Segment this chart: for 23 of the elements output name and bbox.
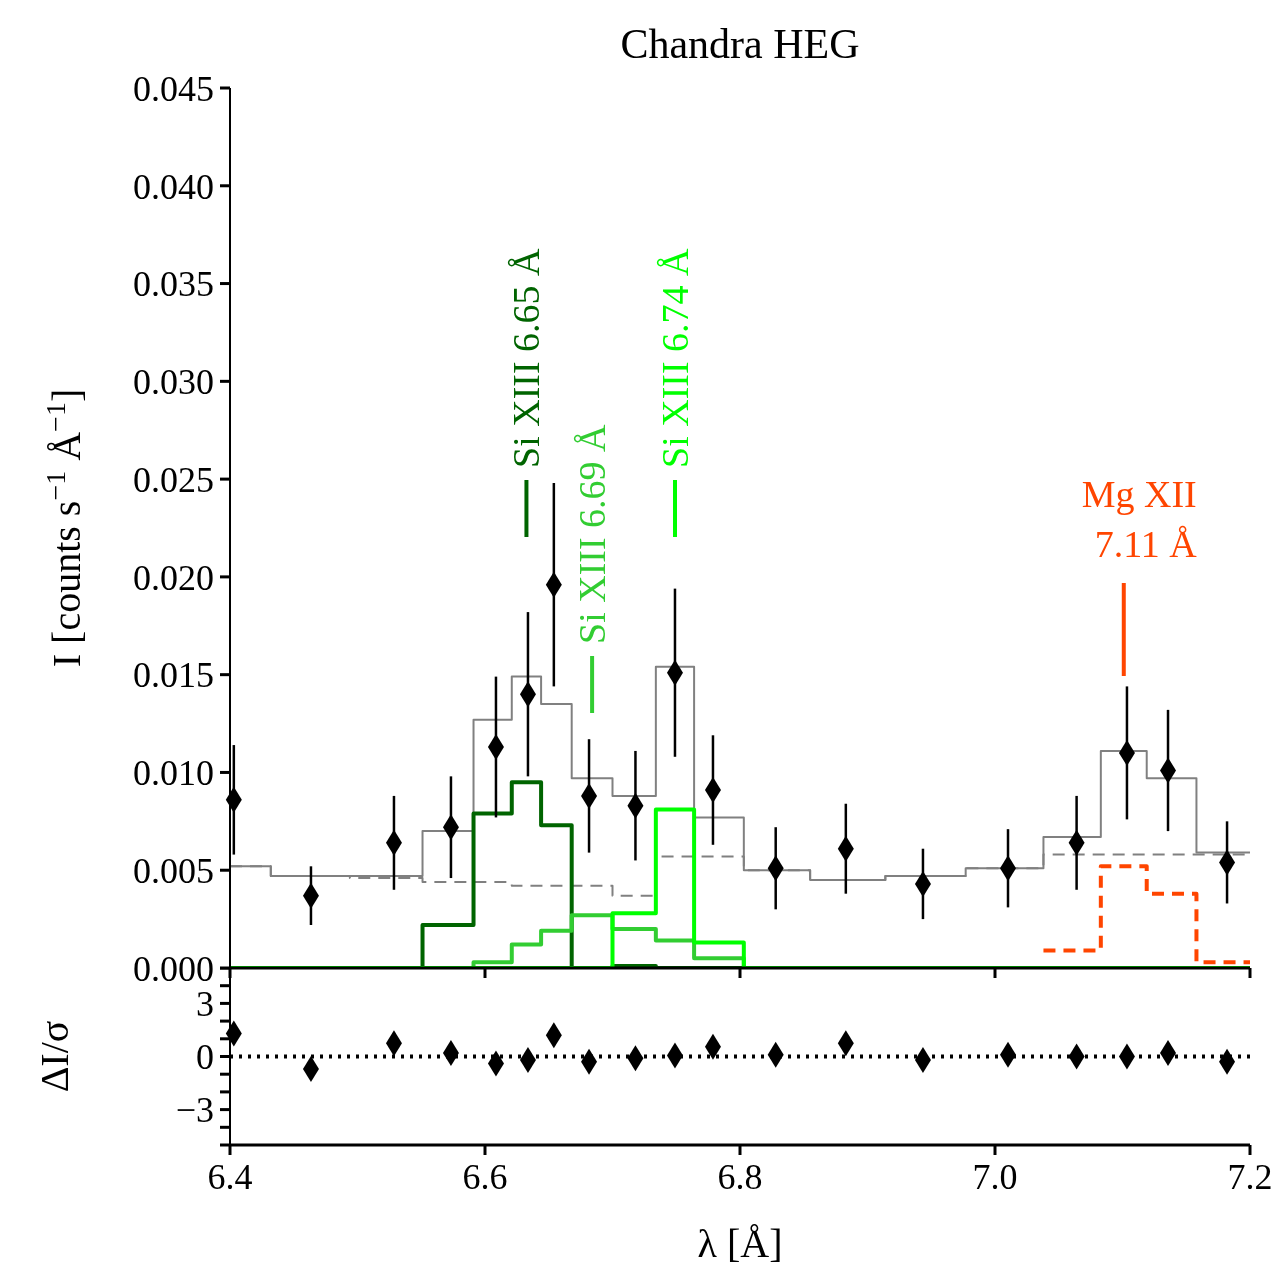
y-tick-label: 0.025: [133, 459, 214, 500]
x-tick-label: 7.0: [972, 1156, 1018, 1197]
x-tick-label: 7.2: [1227, 1156, 1273, 1197]
y-tick-label: 0.015: [133, 655, 214, 696]
y-tick-label: 0.005: [133, 851, 214, 891]
y-tick-label: 0.020: [133, 557, 214, 598]
y-tick-label: −3: [175, 1090, 214, 1131]
annotation: Si XIII 6.69 Å: [571, 423, 614, 644]
x-tick-label: 6.6: [462, 1156, 508, 1197]
y-tick-label: 0: [196, 1037, 214, 1078]
x-tick-label: 6.4: [207, 1156, 253, 1197]
x-tick-label: 6.8: [717, 1156, 763, 1197]
y-tick-label: 0.030: [133, 362, 214, 403]
y-axis-title: ΔI/σ: [32, 1020, 77, 1093]
y-tick-label: 0.035: [133, 264, 214, 305]
annotation: Mg XII 7.11 Å: [1081, 473, 1198, 565]
chart-title: Chandra HEG: [620, 21, 860, 67]
x-axis-title: λ [Å]: [697, 1221, 783, 1266]
annotation: Si XIII 6.74 Å: [653, 247, 696, 468]
y-tick-label: 0.040: [133, 166, 214, 207]
y-tick-label: 0.045: [133, 68, 214, 109]
y-tick-label: 0.010: [133, 753, 214, 794]
annotation: Si XIII 6.65 Å: [505, 247, 548, 468]
